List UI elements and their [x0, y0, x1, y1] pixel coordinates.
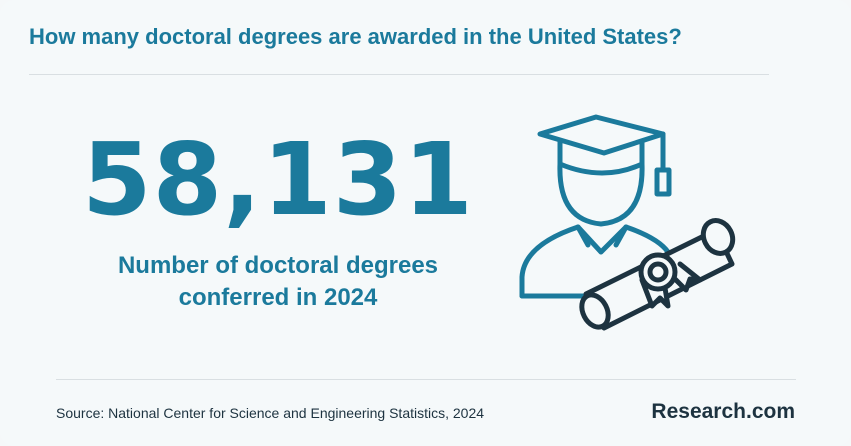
- top-divider: [29, 74, 769, 75]
- bottom-divider: [56, 379, 796, 380]
- brand-logo: Research.com: [651, 400, 795, 423]
- source-text: Source: National Center for Science and …: [56, 405, 485, 421]
- stat-caption: Number of doctoral degrees conferred in …: [78, 250, 478, 314]
- graduate-with-diploma-icon: [508, 112, 748, 342]
- stat-caption-line2: conferred in 2024: [178, 284, 378, 311]
- stat-caption-line1: Number of doctoral degrees: [117, 252, 439, 279]
- stat-value: 58,131: [82, 121, 474, 238]
- page-title: How many doctoral degrees are awarded in…: [29, 24, 682, 49]
